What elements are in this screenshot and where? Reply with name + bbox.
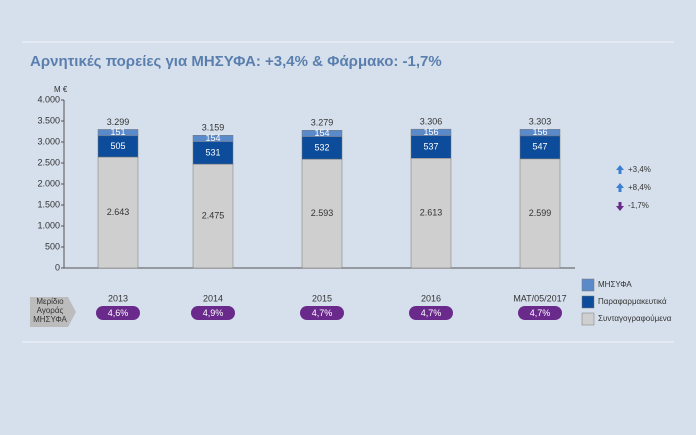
y-tick-label: 500 xyxy=(45,241,60,251)
total-label: 3.303 xyxy=(529,117,552,127)
value-label: 2.613 xyxy=(420,208,443,218)
share-label: 4,7% xyxy=(312,308,333,318)
value-label: 156 xyxy=(423,127,438,137)
share-label: 4,7% xyxy=(421,308,442,318)
value-label: 531 xyxy=(205,147,220,157)
value-label: 547 xyxy=(532,142,547,152)
share-title: ΜΗΣΥΦΑ xyxy=(33,315,67,324)
y-tick-label: 1.000 xyxy=(37,220,60,230)
annotation-text: +8,4% xyxy=(628,183,651,192)
annotation-text: +3,4% xyxy=(628,165,651,174)
value-label: 505 xyxy=(110,141,125,151)
value-label: 154 xyxy=(205,133,220,143)
y-tick-label: 4.000 xyxy=(37,94,60,104)
bar-segment xyxy=(301,130,343,137)
bar-segment xyxy=(192,163,234,269)
total-label: 3.299 xyxy=(107,117,130,127)
total-label: 3.159 xyxy=(202,123,225,133)
total-label: 3.306 xyxy=(420,117,443,127)
total-label: 3.279 xyxy=(311,118,334,128)
y-axis-label: Μ € xyxy=(54,85,68,94)
bar-segment xyxy=(97,156,139,269)
value-label: 537 xyxy=(423,141,438,151)
x-tick-label: ΜΑΤ/05/2017 xyxy=(513,293,566,303)
share-label: 4,7% xyxy=(530,308,551,318)
x-tick-label: 2013 xyxy=(108,293,128,303)
share-label: 4,9% xyxy=(203,308,224,318)
x-tick-label: 2014 xyxy=(203,293,223,303)
value-label: 2.643 xyxy=(107,207,130,217)
bar-segment xyxy=(192,135,234,142)
y-tick-label: 3.500 xyxy=(37,115,60,125)
share-pill xyxy=(191,306,235,320)
legend-swatch xyxy=(581,278,595,292)
value-label: 2.593 xyxy=(311,208,334,218)
bar-segment xyxy=(301,158,343,269)
value-label: 154 xyxy=(314,128,329,138)
bar-segment xyxy=(410,128,452,136)
value-label: 156 xyxy=(532,127,547,137)
legend-label: Συνταγογραφούμενα xyxy=(598,314,672,323)
annotation-arrow xyxy=(616,202,624,211)
annotation-arrow xyxy=(616,183,624,192)
annotation-text: -1,7% xyxy=(628,201,649,210)
value-label: 2.475 xyxy=(202,210,225,220)
legend-label: ΜΗΣΥΦΑ xyxy=(598,280,632,289)
y-tick-label: 3.000 xyxy=(37,136,60,146)
share-pill xyxy=(409,306,453,320)
y-tick-label: 1.500 xyxy=(37,199,60,209)
legend-label: Παραφαρμακευτικά xyxy=(598,297,667,306)
share-label: 4,6% xyxy=(108,308,129,318)
y-tick-label: 2.500 xyxy=(37,157,60,167)
legend-swatch xyxy=(581,312,595,326)
share-label-box xyxy=(30,297,76,327)
share-pill xyxy=(96,306,140,320)
y-tick-label: 0 xyxy=(55,262,60,272)
bar-segment xyxy=(519,158,561,269)
y-tick-label: 2.000 xyxy=(37,178,60,188)
chart-title: Αρνητικές πορείες για ΜΗΣΥΦΑ: +3,4% & Φά… xyxy=(30,53,442,70)
annotation-arrow xyxy=(616,165,624,174)
bar-segment xyxy=(97,129,139,137)
value-label: 532 xyxy=(314,142,329,152)
share-title: Αγοράς xyxy=(37,306,64,315)
x-tick-label: 2015 xyxy=(312,293,332,303)
share-pill xyxy=(518,306,562,320)
legend-swatch xyxy=(581,295,595,309)
value-label: 2.599 xyxy=(529,208,552,218)
value-label: 151 xyxy=(110,127,125,137)
bar-segment xyxy=(410,158,452,269)
share-title: Μερίδιο xyxy=(36,297,64,306)
x-tick-label: 2016 xyxy=(421,293,441,303)
bar-segment xyxy=(519,129,561,137)
share-pill xyxy=(300,306,344,320)
